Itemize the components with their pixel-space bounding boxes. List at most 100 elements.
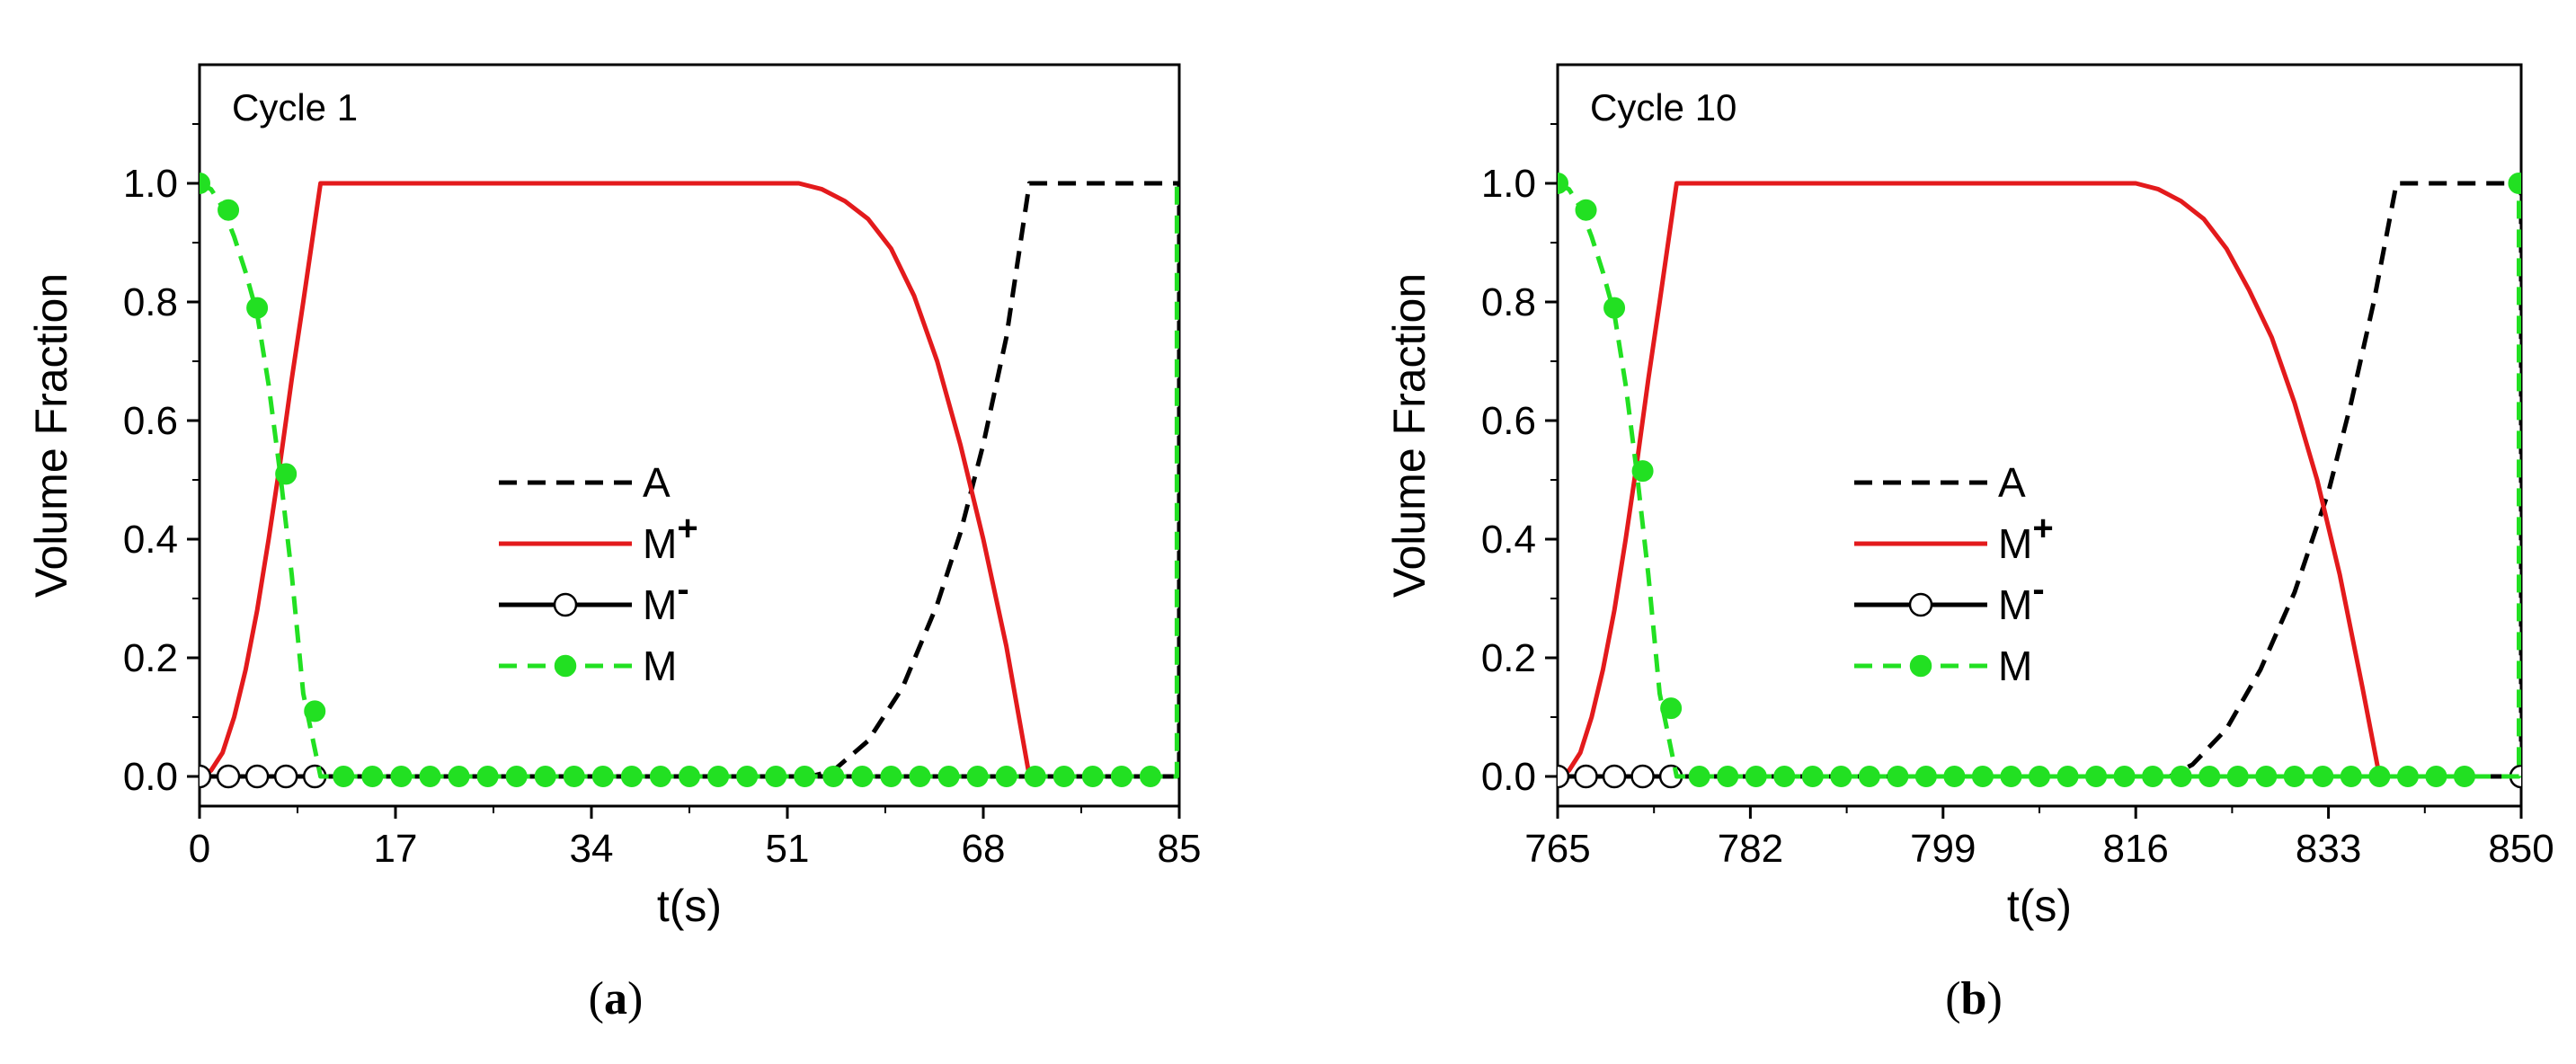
data-point-m bbox=[1830, 766, 1852, 787]
y-tick-label: 0.0 bbox=[123, 755, 178, 799]
data-point-m bbox=[2368, 766, 2391, 787]
y-tick-label: 0.6 bbox=[123, 399, 178, 443]
data-point-m bbox=[448, 766, 470, 787]
series-line-m bbox=[200, 181, 1179, 779]
legend-label-a: A bbox=[643, 459, 671, 506]
x-tick-label: 51 bbox=[766, 827, 810, 871]
data-point-m bbox=[2453, 766, 2475, 787]
y-axis-title: Volume Fraction bbox=[1384, 273, 1435, 598]
legend-label-m-minus: M- bbox=[643, 570, 689, 628]
y-tick-label: 0.2 bbox=[1481, 636, 1536, 680]
x-axis-title: t(s) bbox=[2007, 881, 2072, 931]
data-point-m-minus bbox=[1602, 764, 1627, 789]
panel-title: Cycle 10 bbox=[1590, 86, 1737, 129]
data-point-m-minus bbox=[1574, 764, 1598, 789]
data-point-m bbox=[1053, 766, 1075, 787]
series-line-m-plus bbox=[1558, 181, 2521, 779]
legend-superscript: + bbox=[2032, 509, 2053, 548]
panel-caption-b: (b) bbox=[1945, 973, 2003, 1024]
data-point-m bbox=[1688, 766, 1710, 787]
legend-label-m-plus: M+ bbox=[1998, 509, 2054, 567]
data-point-m bbox=[909, 766, 931, 787]
data-point-m bbox=[275, 463, 298, 485]
data-point-m bbox=[2142, 766, 2164, 787]
x-tick-label: 799 bbox=[1910, 827, 1976, 871]
chart-panel-a: 0 17 34 51 68 85 0.0 0.2 0.4 0.6 0.8 1.0 t(s) Volume … bbox=[26, 63, 1202, 931]
legend-label-m-minus: M- bbox=[1998, 570, 2045, 628]
plot-area bbox=[1558, 173, 2521, 789]
data-point-m bbox=[534, 766, 556, 787]
data-point-m bbox=[1943, 766, 1966, 787]
x-tick-label: 833 bbox=[2296, 827, 2361, 871]
data-point-m bbox=[390, 766, 413, 787]
x-tick-label: 850 bbox=[2488, 827, 2554, 871]
data-point-m bbox=[1660, 697, 1683, 720]
data-point-m bbox=[591, 766, 614, 787]
y-tick-label: 1.0 bbox=[123, 162, 178, 206]
data-point-m bbox=[937, 766, 960, 787]
x-tick-label: 34 bbox=[570, 827, 614, 871]
data-point-m bbox=[1558, 173, 1568, 194]
panel-caption-letter: a bbox=[604, 973, 627, 1024]
y-tick-label: 1.0 bbox=[1481, 162, 1536, 206]
legend-marker bbox=[1908, 592, 1933, 617]
data-point-m bbox=[2396, 766, 2419, 787]
data-point-m bbox=[794, 766, 816, 787]
data-point-m bbox=[505, 766, 528, 787]
data-point-m-minus bbox=[1630, 764, 1655, 789]
x-tick-label: 782 bbox=[1718, 827, 1783, 871]
data-point-m bbox=[822, 766, 845, 787]
y-tick-label: 0.6 bbox=[1481, 399, 1536, 443]
y-tick-label: 0.2 bbox=[123, 636, 178, 680]
series-line-m-plus bbox=[200, 181, 1179, 779]
data-point-m-minus bbox=[273, 764, 298, 789]
data-point-m bbox=[2283, 766, 2305, 787]
data-point-m bbox=[2113, 766, 2136, 787]
data-point-m bbox=[1801, 766, 1824, 787]
data-point-m-minus bbox=[1558, 764, 1570, 789]
x-axis-title: t(s) bbox=[657, 881, 722, 931]
data-point-m bbox=[218, 199, 240, 221]
y-tick-label: 0.8 bbox=[1481, 280, 1536, 324]
legend-marker bbox=[1909, 654, 1932, 678]
data-point-m bbox=[333, 766, 355, 787]
data-point-m bbox=[649, 766, 671, 787]
data-point-m bbox=[2425, 766, 2447, 787]
y-tick-label: 0.0 bbox=[1481, 755, 1536, 799]
data-point-m bbox=[1024, 766, 1046, 787]
legend-superscript: + bbox=[677, 509, 697, 548]
y-tick-label: 0.4 bbox=[1481, 518, 1536, 562]
data-point-m bbox=[361, 766, 384, 787]
data-point-m-minus bbox=[216, 764, 241, 789]
x-tick-label: 85 bbox=[1158, 827, 1202, 871]
data-point-m bbox=[1745, 766, 1767, 787]
data-point-m bbox=[2029, 766, 2050, 787]
data-point-m bbox=[1081, 766, 1104, 787]
data-point-m bbox=[851, 766, 874, 787]
series-line-a bbox=[1558, 181, 2521, 779]
data-point-m bbox=[2312, 766, 2334, 787]
data-point-m bbox=[2000, 766, 2022, 787]
data-point-m bbox=[2226, 766, 2249, 787]
data-point-m bbox=[1887, 766, 1909, 787]
data-point-m bbox=[2508, 173, 2521, 194]
data-point-m bbox=[200, 173, 210, 194]
legend-marker bbox=[554, 654, 577, 678]
data-point-m bbox=[880, 766, 902, 787]
x-tick-label: 17 bbox=[374, 827, 418, 871]
y-tick-label: 0.8 bbox=[123, 280, 178, 324]
data-point-m bbox=[1914, 766, 1937, 787]
legend-superscript: - bbox=[677, 570, 688, 609]
data-point-m bbox=[1858, 766, 1880, 787]
data-point-m bbox=[1139, 766, 1161, 787]
data-point-m bbox=[1971, 766, 1994, 787]
data-point-m bbox=[620, 766, 643, 787]
data-point-m bbox=[1575, 199, 1597, 221]
x-tick-label: 765 bbox=[1524, 827, 1590, 871]
plot-frame bbox=[198, 63, 1181, 808]
plot-area bbox=[200, 173, 1179, 789]
data-point-m bbox=[1603, 297, 1626, 319]
data-point-m bbox=[2255, 766, 2278, 787]
data-point-m bbox=[2056, 766, 2079, 787]
